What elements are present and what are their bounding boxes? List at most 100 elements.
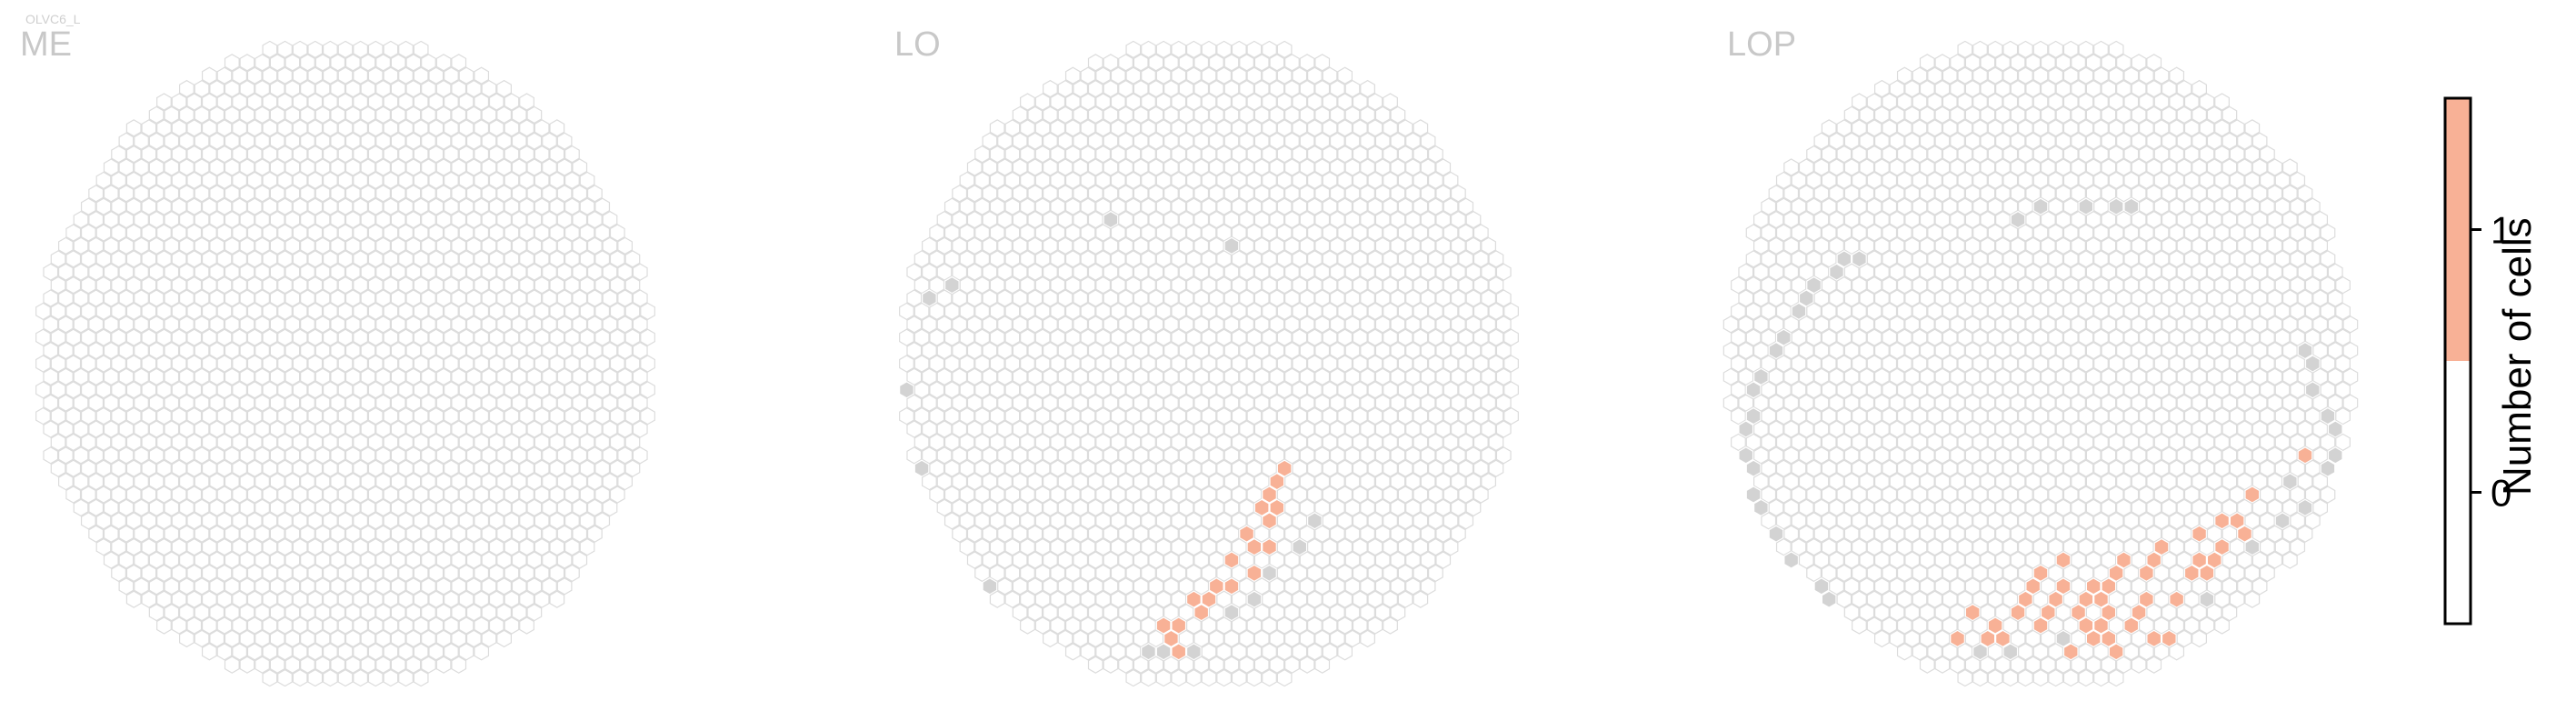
hex-cell (134, 472, 149, 491)
hex-cell (111, 171, 126, 190)
hex-cell (1216, 668, 1233, 687)
hex-cell (1435, 210, 1452, 229)
hex-cell (398, 643, 414, 661)
hex-cell (405, 315, 422, 334)
hex-cell (1193, 54, 1210, 72)
hex-cell (73, 263, 89, 281)
hex-cell (474, 564, 490, 583)
hex-cell (367, 224, 384, 242)
hex-cell (201, 119, 217, 137)
hex-cell (1034, 145, 1051, 164)
hex-cell (936, 367, 953, 386)
hex-cell (1927, 459, 1942, 477)
hex-cell (1269, 551, 1285, 569)
hex-cell (435, 210, 452, 229)
hex-cell (504, 275, 520, 295)
hex-cell (65, 250, 82, 268)
hex-cell (1352, 275, 1368, 295)
hex-cell (1253, 105, 1270, 125)
hex-cell (1110, 224, 1126, 242)
hex-cell (586, 498, 603, 517)
hex-cell (2032, 406, 2049, 426)
hex-cell (2244, 406, 2261, 426)
hex-cell (997, 525, 1013, 543)
hex-cell (624, 275, 641, 295)
hex-cell (1095, 197, 1112, 215)
hex-cell (465, 498, 482, 517)
hex-cell (186, 512, 203, 530)
hex-cell (421, 498, 436, 517)
hex-cell (2123, 564, 2140, 583)
hex-cell (337, 668, 354, 687)
hex-cell (344, 656, 361, 674)
hex-cell (959, 406, 975, 426)
hex-cell (1866, 406, 1882, 426)
hex-cell (360, 158, 376, 176)
hex-cell (2161, 367, 2177, 386)
hex-cell (428, 197, 444, 215)
hex-cell (1163, 498, 1179, 517)
hex-cell (2169, 171, 2185, 190)
hex-cell (549, 119, 565, 137)
hex-cell (1216, 171, 1233, 190)
hex-cell (906, 315, 923, 334)
hex-cell (1337, 486, 1353, 504)
hex-cell (118, 158, 135, 176)
hex-cell (413, 119, 429, 137)
hex-cell (474, 406, 490, 426)
hex-cell (1374, 603, 1391, 622)
hex-cell (2176, 420, 2192, 438)
hex-cell (496, 132, 512, 150)
hex-cell (1874, 420, 1890, 438)
hex-cell (1450, 420, 1466, 438)
hex-cell (519, 145, 534, 164)
hex-cell-highlighted (1201, 590, 1217, 608)
hex-cell (1148, 79, 1164, 98)
hex-cell (239, 472, 255, 491)
hex-cell (1942, 381, 1958, 399)
hex-cell (572, 498, 588, 517)
hex-cell (952, 394, 968, 412)
hex-cell (405, 54, 422, 72)
colorbar-segment-1 (2445, 98, 2471, 361)
hex-cell (2199, 486, 2215, 504)
hex-cell (481, 132, 497, 150)
hex-cell (952, 525, 968, 543)
hex-cell (398, 486, 414, 504)
hex-cell (2169, 302, 2185, 321)
hex-cell (974, 564, 990, 583)
hex-cell (2274, 328, 2291, 346)
hex-cell (277, 406, 293, 426)
hex-cell (2320, 275, 2336, 295)
hex-cell (1367, 537, 1383, 556)
hex-cell (474, 486, 490, 504)
hex-cell (171, 119, 187, 137)
hex-cell (330, 577, 346, 596)
hex-cell (2131, 525, 2147, 543)
hex-cell (1950, 551, 1965, 569)
hex-cell (1980, 341, 1996, 360)
hex-cell (2123, 145, 2140, 164)
hex-cell (2062, 40, 2079, 59)
hex-cell (1964, 446, 1981, 465)
hex-cell (1193, 367, 1210, 386)
hex-cell (1957, 459, 1973, 477)
hex-cell (1957, 145, 1973, 164)
hex-cell (959, 381, 975, 399)
hex-cell (1314, 158, 1331, 176)
hex-cell (209, 394, 225, 412)
hex-cell (2025, 263, 2042, 281)
hex-cell (148, 577, 165, 596)
hex-cell (982, 315, 998, 334)
hex-cell (1852, 590, 1867, 608)
hex-cell (360, 185, 376, 203)
hex-cell (428, 250, 444, 268)
hex-cell (1269, 629, 1285, 648)
hex-cell (1148, 210, 1164, 229)
hex-cell (1125, 459, 1142, 477)
panel-title-me: ME (20, 25, 72, 64)
hex-cell (1141, 224, 1156, 242)
hex-cell (1118, 105, 1133, 125)
hex-cell (564, 355, 580, 373)
hex-cell (2252, 525, 2268, 543)
